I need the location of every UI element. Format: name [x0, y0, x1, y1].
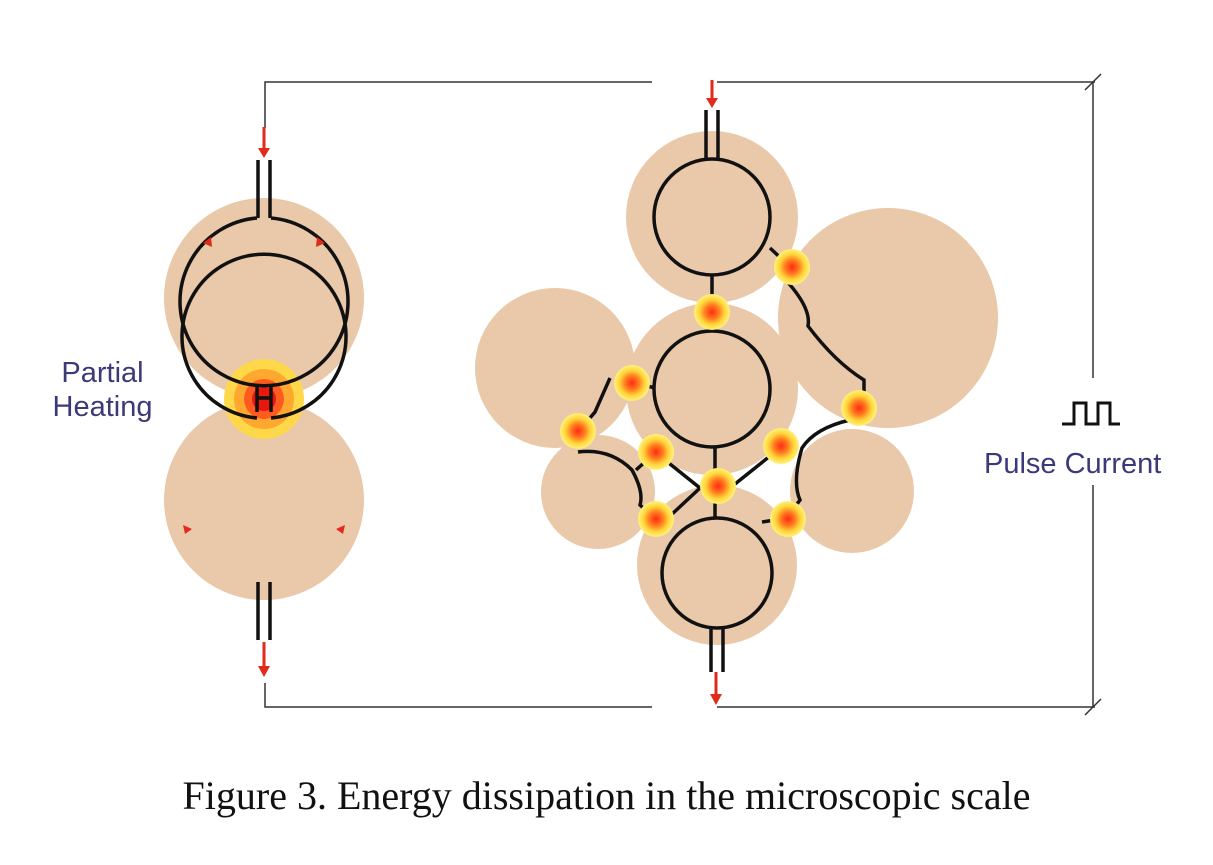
hotspots: [560, 249, 877, 537]
hotspot: [560, 413, 596, 449]
hotspot: [614, 365, 650, 401]
hotspot: [700, 468, 736, 504]
red-arrow-icon: [706, 80, 722, 705]
partial-heating-line2: Heating: [52, 391, 153, 423]
hotspot: [694, 294, 730, 330]
left-current-paths: [178, 160, 350, 640]
partial-heating-line1: Partial: [61, 357, 144, 389]
figure-caption: Figure 3. Energy dissipation in the micr…: [182, 773, 1031, 818]
hotspot: [638, 501, 674, 537]
left-bottom-particle: [164, 400, 364, 600]
left-top-particle: [164, 198, 364, 398]
partial-heating-label: Partial Heating: [30, 356, 175, 424]
square-wave-icon: [1062, 401, 1120, 426]
hotspot: [770, 501, 806, 537]
hotspot: [638, 434, 674, 470]
hotspot: [841, 390, 877, 426]
hotspot: [774, 249, 810, 285]
left-flow-arrows: [183, 237, 345, 534]
circuit-wiring: [264, 73, 1102, 716]
left-particle-pair: [164, 127, 364, 677]
red-arrow-icon: [258, 127, 270, 677]
pulse-current-label: Pulse Current: [984, 448, 1162, 480]
hotspot: [763, 428, 799, 464]
right-particle-network: [475, 80, 998, 705]
right-particles: [475, 131, 998, 645]
